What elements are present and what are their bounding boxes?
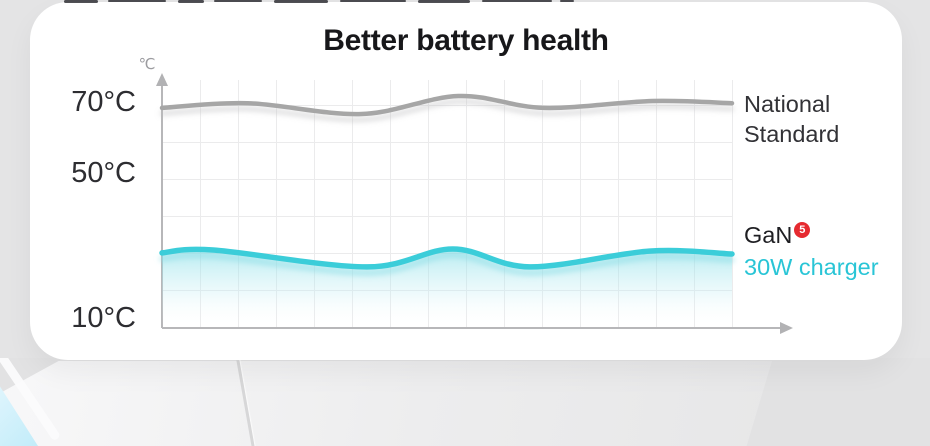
footnote-5-badge: 5 — [794, 222, 811, 238]
legend-gan-name-row: GaN 5 — [744, 221, 879, 249]
national-standard-line — [159, 93, 735, 117]
national-standard-line-shadow — [159, 99, 735, 122]
cropped-text-remnant — [0, 0, 930, 4]
legend-national-standard: National Standard — [744, 89, 839, 149]
y-tick-50: 50°C — [71, 157, 136, 189]
y-tick-70: 70°C — [71, 86, 136, 118]
x-axis-arrow-icon — [780, 322, 793, 334]
legend-national-line1: National — [744, 91, 831, 117]
legend-gan-product: 30W charger — [744, 254, 879, 280]
chart-canvas — [156, 73, 793, 334]
chart-card: Better battery health ℃ 70°C 50°C 10°C — [30, 2, 902, 360]
gan-line-shadow — [159, 252, 735, 276]
chart-title: Better battery health — [323, 24, 609, 57]
gan-line — [159, 246, 735, 270]
legend-gan-name: GaN — [744, 222, 793, 248]
background-photo-area — [0, 358, 930, 446]
y-tick-10: 10°C — [71, 302, 136, 334]
y-axis-unit-label: ℃ — [138, 55, 156, 73]
legend-gan: GaN 5 30W charger — [744, 221, 879, 281]
charger-surface-shape — [0, 361, 772, 446]
legend-national-line2: Standard — [744, 121, 840, 147]
y-axis-arrow-icon — [156, 73, 168, 86]
